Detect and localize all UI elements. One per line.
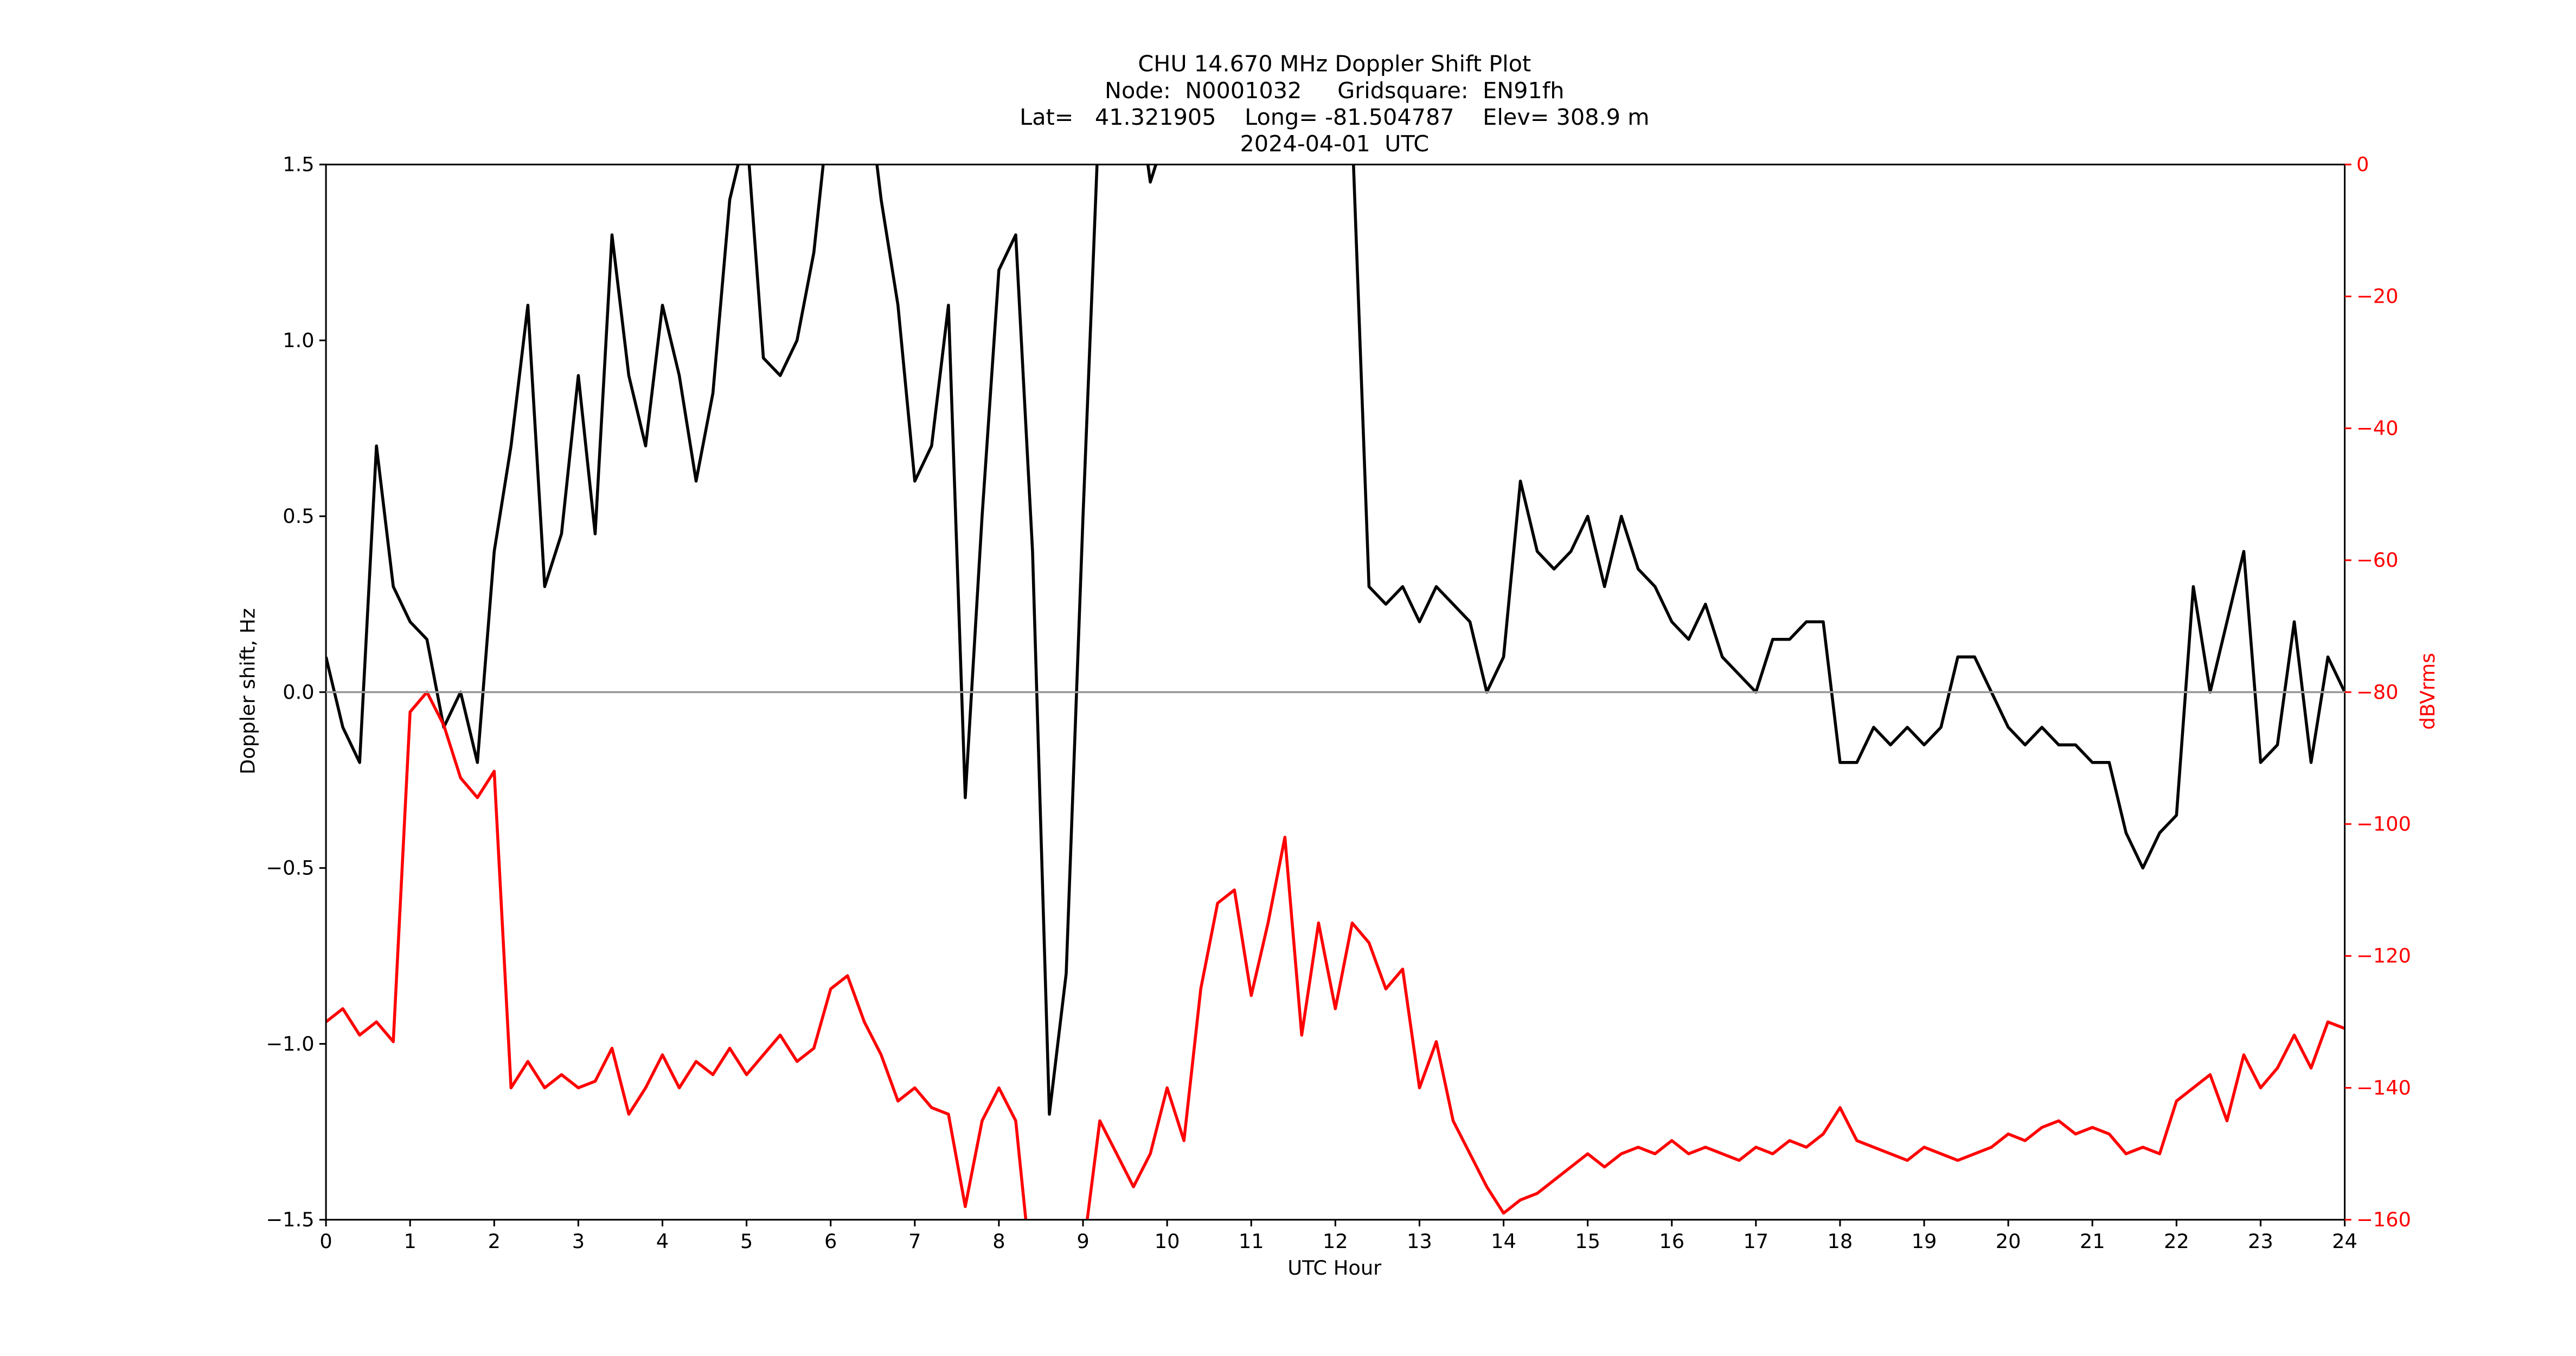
x-tick-label: 15	[1575, 1230, 1600, 1253]
y2-tick-label: −120	[2356, 944, 2411, 968]
chart-title: CHU 14.670 MHz Doppler Shift Plot	[1138, 51, 1531, 77]
y2-tick-label: 0	[2356, 153, 2369, 176]
x-tick-label: 24	[2332, 1230, 2357, 1253]
chart-title: Lat= 41.321905 Long= -81.504787 Elev= 30…	[1020, 104, 1649, 130]
y2-tick-label: −80	[2356, 680, 2399, 703]
x-tick-label: 16	[1659, 1230, 1684, 1253]
y-tick-label: 0.0	[283, 680, 314, 703]
x-tick-label: 6	[824, 1230, 837, 1253]
x-tick-label: 13	[1407, 1230, 1432, 1253]
x-tick-label: 9	[1076, 1230, 1089, 1253]
data-line	[326, 164, 2345, 1116]
y2-tick-label: −140	[2356, 1076, 2411, 1099]
x-tick-label: 17	[1743, 1230, 1768, 1253]
data-line	[326, 690, 2345, 1220]
x-axis-label: UTC Hour	[1287, 1256, 1382, 1280]
x-tick-label: 2	[488, 1230, 501, 1253]
y-tick-label: 1.5	[283, 153, 314, 176]
x-tick-label: 21	[2080, 1230, 2105, 1253]
y2-tick-label: −100	[2356, 812, 2411, 835]
y-tick-label: −1.0	[266, 1032, 314, 1056]
x-tick-label: 20	[1996, 1230, 2021, 1253]
y-tick-label: −1.5	[266, 1208, 314, 1231]
x-tick-label: 18	[1828, 1230, 1853, 1253]
x-tick-label: 8	[992, 1230, 1005, 1253]
x-tick-label: 10	[1155, 1230, 1180, 1253]
x-tick-label: 19	[1912, 1230, 1937, 1253]
x-tick-label: 1	[404, 1230, 416, 1253]
chart-title: 2024-04-01 UTC	[1240, 131, 1429, 157]
y-tick-label: 1.0	[283, 329, 314, 352]
x-tick-label: 23	[2248, 1230, 2273, 1253]
y-tick-label: 0.5	[283, 504, 314, 528]
y-tick-label: −0.5	[266, 856, 314, 880]
x-tick-label: 4	[656, 1230, 669, 1253]
x-tick-label: 12	[1323, 1230, 1348, 1253]
y-axis-label: Doppler shift, Hz	[236, 608, 259, 775]
x-tick-label: 22	[2164, 1230, 2189, 1253]
x-tick-label: 14	[1491, 1230, 1516, 1253]
x-tick-label: 5	[740, 1230, 753, 1253]
x-tick-label: 0	[319, 1230, 332, 1253]
x-tick-label: 3	[572, 1230, 585, 1253]
x-tick-label: 7	[908, 1230, 921, 1253]
plot-lines	[326, 164, 2345, 1220]
x-tick-label: 11	[1239, 1230, 1264, 1253]
chart-title: Node: N0001032 Gridsquare: EN91fh	[1105, 78, 1564, 104]
y2-tick-label: −40	[2356, 417, 2399, 440]
y2-tick-label: −160	[2356, 1208, 2411, 1231]
y2-tick-label: −60	[2356, 548, 2399, 572]
y2-tick-label: −20	[2356, 285, 2399, 308]
y2-axis-label: dBVrms	[2416, 653, 2439, 730]
